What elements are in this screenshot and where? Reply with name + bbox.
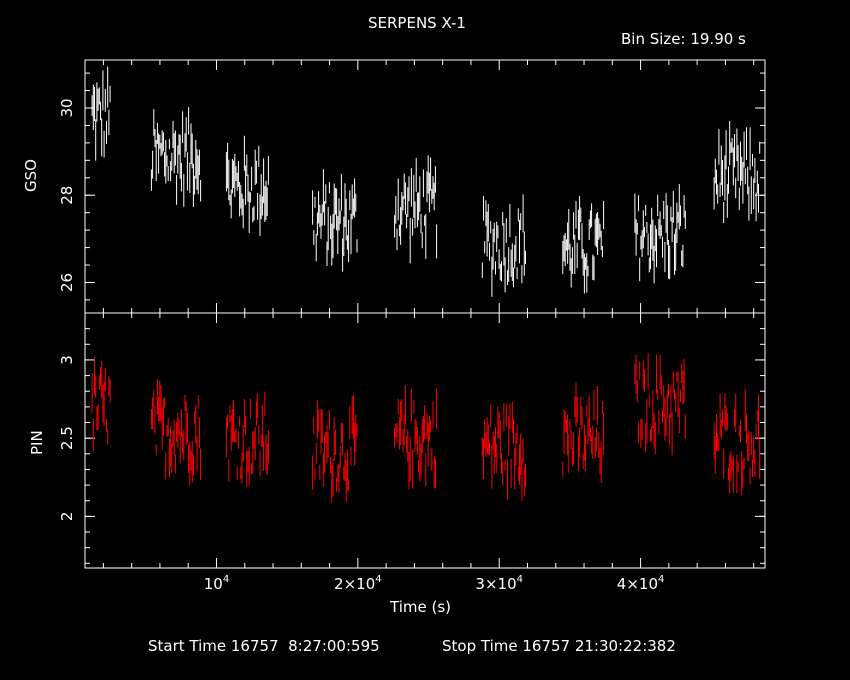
bin-size-label: Bin Size: 19.90 s	[621, 30, 746, 48]
x-tick-label: 4×104	[617, 574, 665, 593]
pin-axis-label: PIN	[28, 430, 46, 455]
x-axis-label: Time (s)	[390, 598, 451, 616]
x-tick-label: 104	[204, 574, 229, 593]
gso-ytick-label: 26	[58, 273, 76, 292]
gso-ytick-label: 28	[58, 186, 76, 205]
pin-frame	[84, 312, 766, 569]
stop-time-label: Stop Time 16757 21:30:22:382	[442, 637, 676, 655]
x-tick-label: 2×104	[334, 574, 382, 593]
pin-ytick-label: 2.5	[58, 426, 76, 450]
gso-ytick-label: 30	[58, 98, 76, 117]
gso-axis-label: GSO	[22, 159, 40, 192]
pin-ytick-label: 2	[58, 512, 76, 522]
start-time-label: Start Time 16757 8:27:00:595	[148, 637, 380, 655]
chart-title: SERPENS X-1	[368, 14, 466, 32]
x-tick-label: 3×104	[475, 574, 523, 593]
pin-ytick-label: 3	[58, 355, 76, 365]
